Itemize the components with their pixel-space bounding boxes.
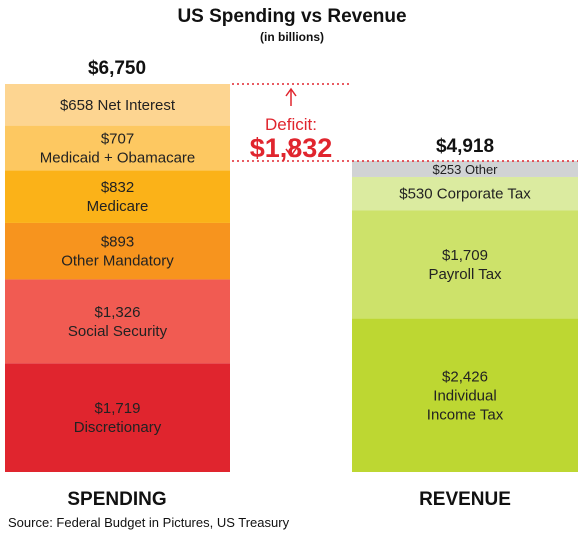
spending-segment-label: $1,719 (95, 400, 141, 417)
revenue-segment-label: $253 Other (432, 162, 498, 177)
spending-segment-label: $832 (101, 179, 134, 196)
spending-segment-label: Discretionary (74, 419, 162, 436)
spending-segment-label: Social Security (68, 323, 168, 340)
revenue-segment-label: Payroll Tax (428, 266, 502, 283)
chart-title: US Spending vs Revenue (177, 6, 407, 27)
spending-bar-segment (5, 84, 230, 126)
revenue-bar-segment (352, 318, 578, 472)
spending-bar-segment (5, 222, 230, 280)
spending-bar-segment (5, 279, 230, 364)
spending-segment-label: Medicare (87, 198, 149, 215)
deficit-arrow-up-icon (285, 87, 297, 97)
spending-segment-label: Other Mandatory (61, 253, 174, 270)
revenue-bar-segment (352, 160, 578, 177)
revenue-category-label: REVENUE (419, 489, 511, 510)
revenue-bar-segment (352, 176, 578, 211)
spending-total-label: $6,750 (88, 58, 146, 79)
source-note: Source: Federal Budget in Pictures, US T… (8, 515, 290, 530)
revenue-segment-label: $1,709 (442, 247, 488, 264)
deficit-arrow-down-icon (285, 148, 297, 158)
spending-segment-label: $1,326 (95, 304, 141, 321)
revenue-total-label: $4,918 (436, 136, 494, 157)
deficit-value: $1,832 (250, 133, 333, 163)
revenue-segment-label: $2,426 (442, 368, 488, 385)
spending-segment-label: $658 Net Interest (60, 97, 176, 114)
spending-bar-segment (5, 363, 230, 472)
revenue-segment-label: Income Tax (427, 406, 504, 423)
spending-bar-segment (5, 170, 230, 223)
revenue-segment-label: $530 Corporate Tax (399, 186, 531, 203)
chart-subtitle: (in billions) (260, 30, 324, 44)
spending-category-label: SPENDING (67, 489, 166, 510)
revenue-segment-label: Individual (433, 387, 496, 404)
deficit-label: Deficit: (265, 115, 317, 134)
spending-segment-label: $707 (101, 130, 134, 147)
spending-segment-label: $893 (101, 234, 134, 251)
spending-segment-label: Medicaid + Obamacare (40, 149, 196, 166)
revenue-bar-segment (352, 210, 578, 319)
spending-bar-segment (5, 125, 230, 171)
